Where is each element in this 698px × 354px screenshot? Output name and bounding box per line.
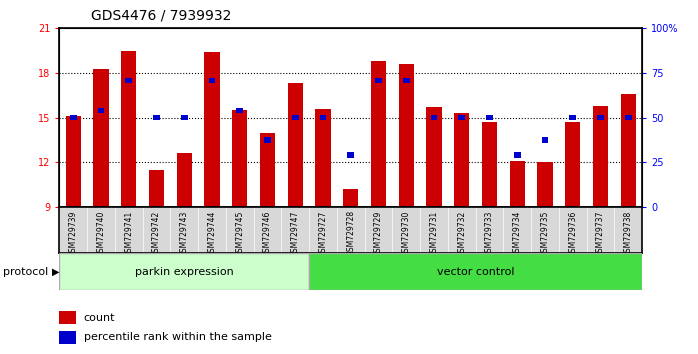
Text: GSM729738: GSM729738 [624,210,633,257]
Bar [70,115,77,120]
Bar [343,189,358,207]
Bar [426,107,442,207]
Bar [292,115,299,120]
Bar [625,115,632,120]
FancyBboxPatch shape [309,253,642,290]
Bar [149,170,164,207]
Text: parkin expression: parkin expression [135,267,234,277]
Bar [98,108,105,113]
Bar [232,110,247,207]
Bar [542,137,549,143]
Bar [371,61,386,207]
Text: ▶: ▶ [52,267,59,277]
Text: GSM729734: GSM729734 [513,210,522,257]
Text: percentile rank within the sample: percentile rank within the sample [84,332,272,342]
Bar [431,115,438,120]
Text: GSM729735: GSM729735 [540,210,549,257]
Bar [399,64,414,207]
Bar [237,108,243,113]
Bar [264,137,271,143]
Text: GSM729730: GSM729730 [402,210,410,257]
Bar [486,115,493,120]
Text: GSM729744: GSM729744 [207,210,216,257]
Bar [320,115,327,120]
Text: GSM729742: GSM729742 [152,210,161,257]
Bar [403,78,410,83]
Text: GSM729736: GSM729736 [568,210,577,257]
Bar [597,115,604,120]
Bar [510,161,525,207]
Bar [570,115,577,120]
Text: GSM729740: GSM729740 [96,210,105,257]
Text: protocol: protocol [3,267,49,277]
Text: GDS4476 / 7939932: GDS4476 / 7939932 [91,9,231,23]
Text: GSM729728: GSM729728 [346,210,355,256]
Bar [459,115,465,120]
Text: GSM729732: GSM729732 [457,210,466,257]
Text: GSM729741: GSM729741 [124,210,133,257]
Bar [621,94,636,207]
Text: GSM729747: GSM729747 [291,210,299,257]
Text: GSM729731: GSM729731 [429,210,438,257]
Bar [375,78,382,83]
Bar [260,133,275,207]
Bar [181,115,188,120]
Bar [482,122,497,207]
Text: GSM729737: GSM729737 [596,210,605,257]
Text: GSM729743: GSM729743 [179,210,188,257]
Text: GSM729733: GSM729733 [485,210,494,257]
Text: GSM729729: GSM729729 [374,210,383,257]
Text: vector control: vector control [437,267,514,277]
Bar [121,51,136,207]
Bar [315,109,331,207]
Bar [209,78,216,83]
Bar [288,84,303,207]
Bar [59,331,75,343]
Bar [348,152,354,158]
Bar [537,162,553,207]
Bar [454,113,469,207]
Bar [565,122,581,207]
FancyBboxPatch shape [59,253,309,290]
Bar [153,115,160,120]
Bar [593,106,608,207]
Bar [205,52,220,207]
Text: GSM729727: GSM729727 [318,210,327,257]
Bar [94,69,109,207]
Bar [59,312,75,324]
Text: count: count [84,313,115,323]
Bar [514,152,521,158]
Text: GSM729746: GSM729746 [263,210,272,257]
Text: GSM729745: GSM729745 [235,210,244,257]
Text: GSM729739: GSM729739 [68,210,77,257]
Bar [177,154,192,207]
Bar [66,116,81,207]
Bar [125,78,132,83]
